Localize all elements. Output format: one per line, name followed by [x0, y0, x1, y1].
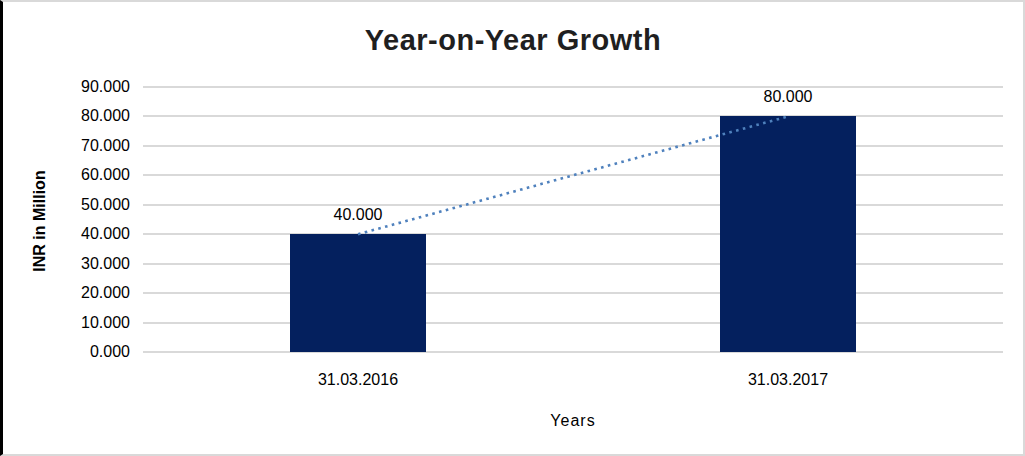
gridline: [143, 145, 1003, 147]
data-label: 80.000: [718, 88, 858, 106]
y-tick-label: 50.000: [55, 196, 130, 214]
y-tick-label: 0.000: [55, 343, 130, 361]
data-label: 40.000: [288, 206, 428, 224]
gridline: [143, 322, 1003, 324]
x-tick-label: 31.03.2016: [248, 371, 468, 389]
gridline: [143, 174, 1003, 176]
x-axis-title: Years: [143, 412, 1003, 430]
gridline: [143, 115, 1003, 117]
y-tick-label: 90.000: [55, 78, 130, 96]
bar: [720, 116, 856, 352]
chart-title: Year-on-Year Growth: [3, 24, 1023, 57]
gridline: [143, 263, 1003, 265]
gridline: [143, 204, 1003, 206]
bar: [290, 234, 426, 352]
gridline: [143, 292, 1003, 294]
y-tick-label: 60.000: [55, 166, 130, 184]
y-tick-label: 40.000: [55, 225, 130, 243]
gridline: [143, 351, 1003, 353]
y-tick-label: 70.000: [55, 137, 130, 155]
gridline: [143, 233, 1003, 235]
chart-container: Year-on-Year Growth INR in Million 0.000…: [0, 0, 1025, 456]
y-tick-label: 30.000: [55, 255, 130, 273]
gridline: [143, 86, 1003, 88]
y-tick-label: 20.000: [55, 284, 130, 302]
y-axis-title: INR in Million: [31, 170, 49, 271]
y-tick-label: 80.000: [55, 107, 130, 125]
x-tick-label: 31.03.2017: [678, 371, 898, 389]
y-tick-label: 10.000: [55, 314, 130, 332]
